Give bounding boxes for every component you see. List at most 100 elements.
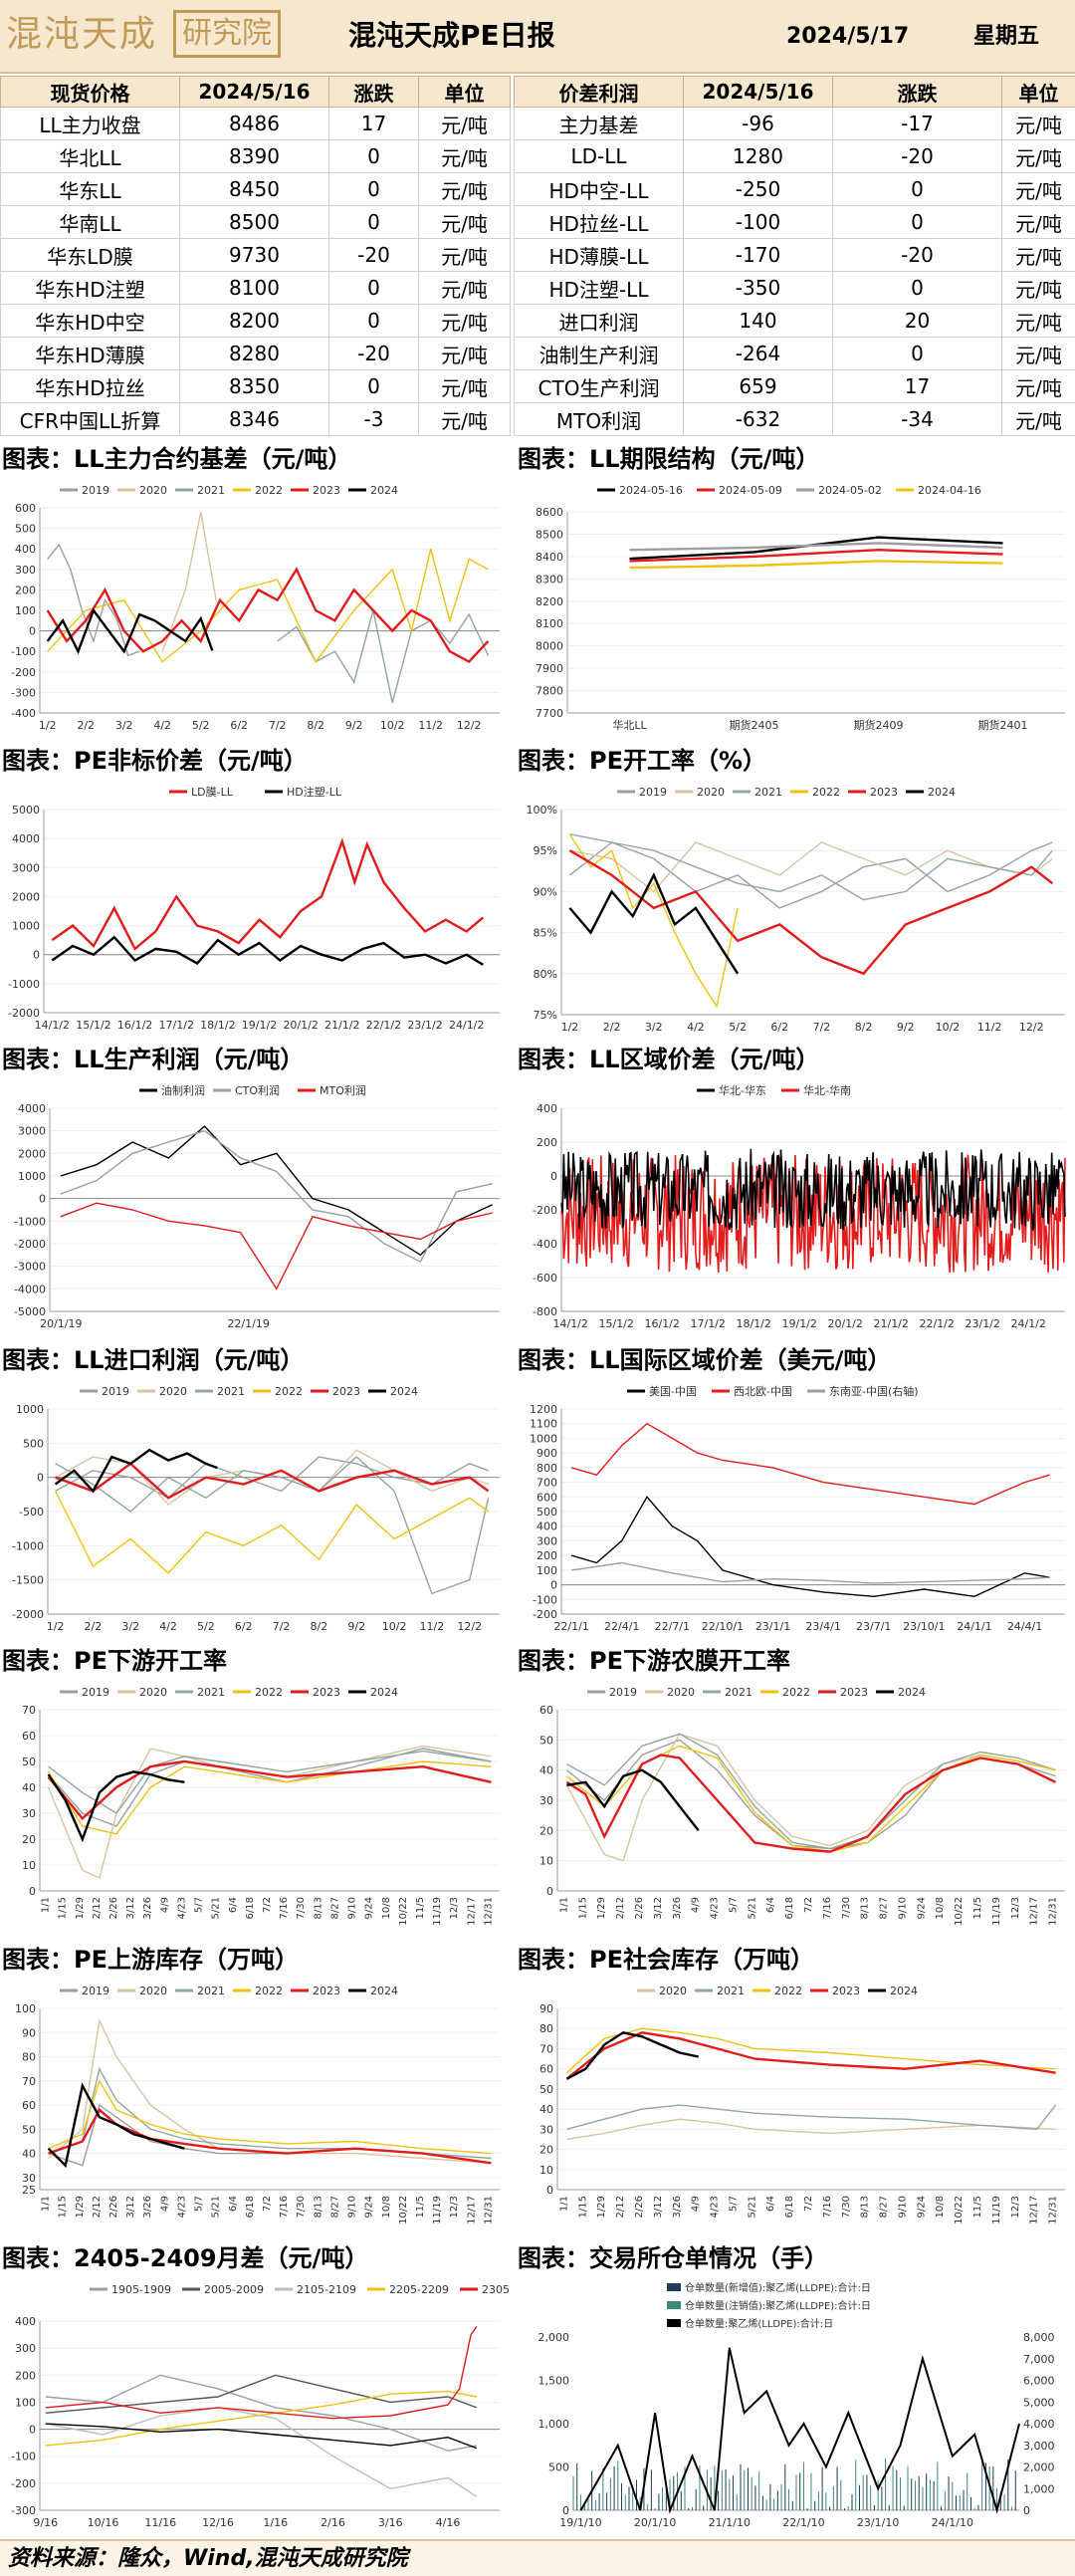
spot-header-cell: 涨跌 [329,77,419,108]
y-tick-label: 1000 [18,1170,46,1183]
spread-header-cell: 单位 [1002,77,1075,108]
legend-label: 2019 [82,1686,109,1699]
x-tick-label: 3/12 [653,2196,664,2218]
spread-cell: -20 [833,140,1002,173]
legend-label: 仓单数量(新增值):聚乙烯(LLDPE):合计:日 [685,2281,871,2294]
report-title: 混沌天成PE日报 [348,16,555,56]
spot-header-cell: 2024/5/16 [180,77,329,108]
x-tick-label: 5/7 [194,1897,205,1913]
x-tick-label: 12/17 [466,2196,477,2225]
x-tick-label: 1/2 [561,1021,579,1034]
series-line [571,1424,1050,1505]
spot-cell: 元/吨 [419,338,511,370]
x-tick-label: 9/2 [347,1620,365,1633]
legend-label: 2021 [725,1686,752,1699]
series-line [49,2069,492,2159]
spot-cell: -20 [329,239,419,272]
spread-cell: 元/吨 [1002,140,1075,173]
report-header: 混沌天成 研究院 混沌天成PE日报 2024/5/17 星期五 [0,0,1075,74]
spot-cell: 8390 [180,140,329,173]
spread-cell: 0 [833,272,1002,305]
spread-cell: -96 [684,108,833,140]
legend-label: 2021 [197,484,225,497]
y-tick-label: 0 [546,2184,553,2197]
legend-label: 2023 [313,1985,340,1997]
y-tick-label-right: 5,000 [1023,2396,1055,2409]
spread-cell: 元/吨 [1002,370,1075,403]
series-line [46,2424,477,2449]
series-line [49,1761,492,1834]
source-note: 资料来源：隆众，Wind,混沌天成研究院 [8,2545,408,2573]
series-line [569,834,738,1007]
spot-cell: -20 [329,338,419,370]
series-line [52,841,483,949]
series-line [49,2105,492,2166]
x-tick-label: 22/1/2 [919,1317,954,1330]
y-tick-label-right: 0 [1023,2504,1030,2517]
x-tick-label: 2/26 [634,2196,645,2218]
y-tick-label: -400 [11,707,36,720]
spread-cell: 20 [833,305,1002,338]
legend-label: 2020 [139,1686,167,1699]
y-tick-label: 40 [22,2148,36,2161]
y-tick-label: 10 [539,1855,553,1868]
x-tick-label: 5/21 [211,2196,222,2218]
y-tick-label: 3000 [12,861,40,874]
y-tick-label: 0 [29,1885,36,1898]
x-tick-label: 3/26 [672,1897,683,1919]
legend-label: 2022 [774,1985,802,1997]
spot-cell: 元/吨 [419,403,511,436]
spread-cell: 进口利润 [515,305,684,338]
x-tick-label: 3/26 [672,2196,683,2218]
spot-header-cell: 现货价格 [1,77,180,108]
spread-cell: HD中空-LL [515,173,684,206]
y-tick-label: 400 [537,1102,557,1115]
spot-cell: 8280 [180,338,329,370]
x-tick-label: 6/4 [228,1897,239,1913]
x-tick-label: 3/2 [121,1620,139,1633]
series-line [49,1752,492,1813]
legend-label: 2021 [197,1686,225,1699]
x-tick-label: 1/1 [558,2196,569,2212]
x-tick-label: 1/15 [577,2196,588,2218]
y-tick-label-right: 1,000 [1023,2482,1055,2495]
y-tick-label: -4000 [14,1283,46,1295]
x-tick-label: 9/10 [347,2196,358,2218]
spread-cell: 主力基差 [515,108,684,140]
x-tick-label: 1/16 [263,2516,288,2529]
spot-cell: 8200 [180,305,329,338]
x-tick-label: 8/2 [311,1620,328,1633]
y-tick-label: 400 [15,2315,36,2328]
y-tick-label: -100 [533,1593,557,1606]
x-tick-label: 19/1/2 [781,1317,816,1330]
x-tick-label: 2/12 [92,1897,103,1919]
spread-cell: HD注塑-LL [515,272,684,305]
x-tick-label: 24/1/2 [449,1019,484,1032]
x-tick-label: 22/1/19 [227,1317,269,1330]
spot-cell: 元/吨 [419,206,511,239]
y-tick-label: 7800 [536,685,563,698]
y-tick-label: 95% [534,844,557,857]
spot-cell: 华东LL [1,173,180,206]
x-tick-label: 7/30 [841,2196,852,2218]
x-tick-label: 23/1/1 [755,1620,790,1633]
y-tick-label: 400 [15,543,36,556]
spread-cell: 0 [833,206,1002,239]
legend-label: 2021 [197,1985,225,1997]
x-tick-label: 2/12 [615,1897,626,1919]
legend-label: MTO利润 [320,1083,366,1097]
spot-cell: 8350 [180,370,329,403]
